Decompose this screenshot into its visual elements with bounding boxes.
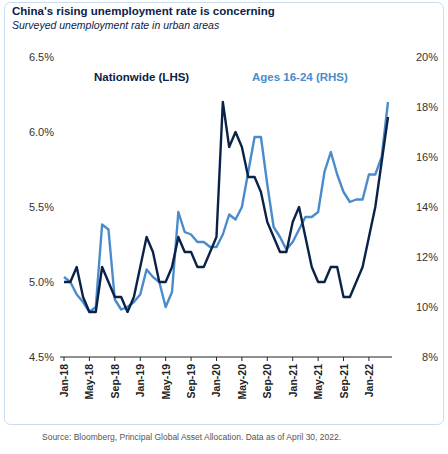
y-tick (57, 57, 60, 58)
y-tick-label: 5.5% (29, 201, 54, 213)
legend-entry: Nationwide (LHS) (94, 71, 189, 83)
x-tick (64, 357, 65, 361)
x-tick (216, 357, 217, 361)
x-tick (241, 357, 242, 361)
y-tick (57, 357, 60, 358)
y-tick-label: 4.5% (29, 351, 54, 363)
x-tick-label: Jan-20 (210, 364, 222, 397)
x-tick (89, 357, 90, 361)
y-tick (57, 207, 60, 208)
y2-tick (392, 257, 395, 258)
x-tick-label: Jan-18 (58, 364, 70, 397)
y2-tick-label: 20% (416, 51, 438, 63)
x-tick-label: May-19 (160, 364, 172, 400)
x-tick-label: Jan-21 (287, 364, 299, 397)
x-tick (267, 357, 268, 361)
y2-tick-label: 18% (416, 101, 438, 113)
y2-tick (392, 307, 395, 308)
y2-tick-label: 16% (416, 151, 438, 163)
series-line (64, 102, 388, 312)
y2-tick-label: 10% (416, 301, 438, 313)
y2-tick (392, 57, 395, 58)
x-tick (165, 357, 166, 361)
y2-tick (392, 207, 395, 208)
x-tick-label: Sep-20 (261, 364, 273, 399)
x-tick (343, 357, 344, 361)
x-tick (191, 357, 192, 361)
x-tick-label: Sep-18 (109, 364, 121, 399)
x-tick (292, 357, 293, 361)
x-tick-label: May-21 (312, 364, 324, 400)
y2-tick-label: 12% (416, 251, 438, 263)
y2-tick-label: 8% (422, 351, 438, 363)
y2-tick (392, 157, 395, 158)
x-tick-label: Sep-21 (338, 364, 350, 399)
frame (5, 3, 444, 425)
x-tick (368, 357, 369, 361)
x-tick-label: Jan-19 (134, 364, 146, 397)
y-tick-label: 5.0% (29, 276, 54, 288)
x-tick-label: May-20 (236, 364, 248, 400)
y2-tick (392, 107, 395, 108)
x-tick-label: Jan-22 (363, 364, 375, 397)
y-tick (57, 132, 60, 133)
x-tick (318, 357, 319, 361)
subtitle: Surveyed unemployment rate in urban area… (12, 19, 220, 31)
y2-tick-label: 14% (416, 201, 438, 213)
y2-tick (392, 357, 395, 358)
y-tick-label: 6.5% (29, 51, 54, 63)
series-line (64, 102, 388, 312)
y-tick-label: 6.0% (29, 126, 54, 138)
series-group (64, 102, 388, 312)
legend-entry: Ages 16-24 (RHS) (252, 71, 348, 83)
y-tick (57, 282, 60, 283)
x-tick (114, 357, 115, 361)
x-tick-label: May-18 (83, 364, 95, 400)
chart: China's rising unemployment rate is conc… (0, 0, 448, 454)
x-axis (60, 357, 392, 358)
title: China's rising unemployment rate is conc… (12, 5, 275, 17)
x-tick (140, 357, 141, 361)
source-note: Source: Bloomberg, Principal Global Asse… (42, 432, 341, 442)
x-tick-label: Sep-19 (185, 364, 197, 399)
